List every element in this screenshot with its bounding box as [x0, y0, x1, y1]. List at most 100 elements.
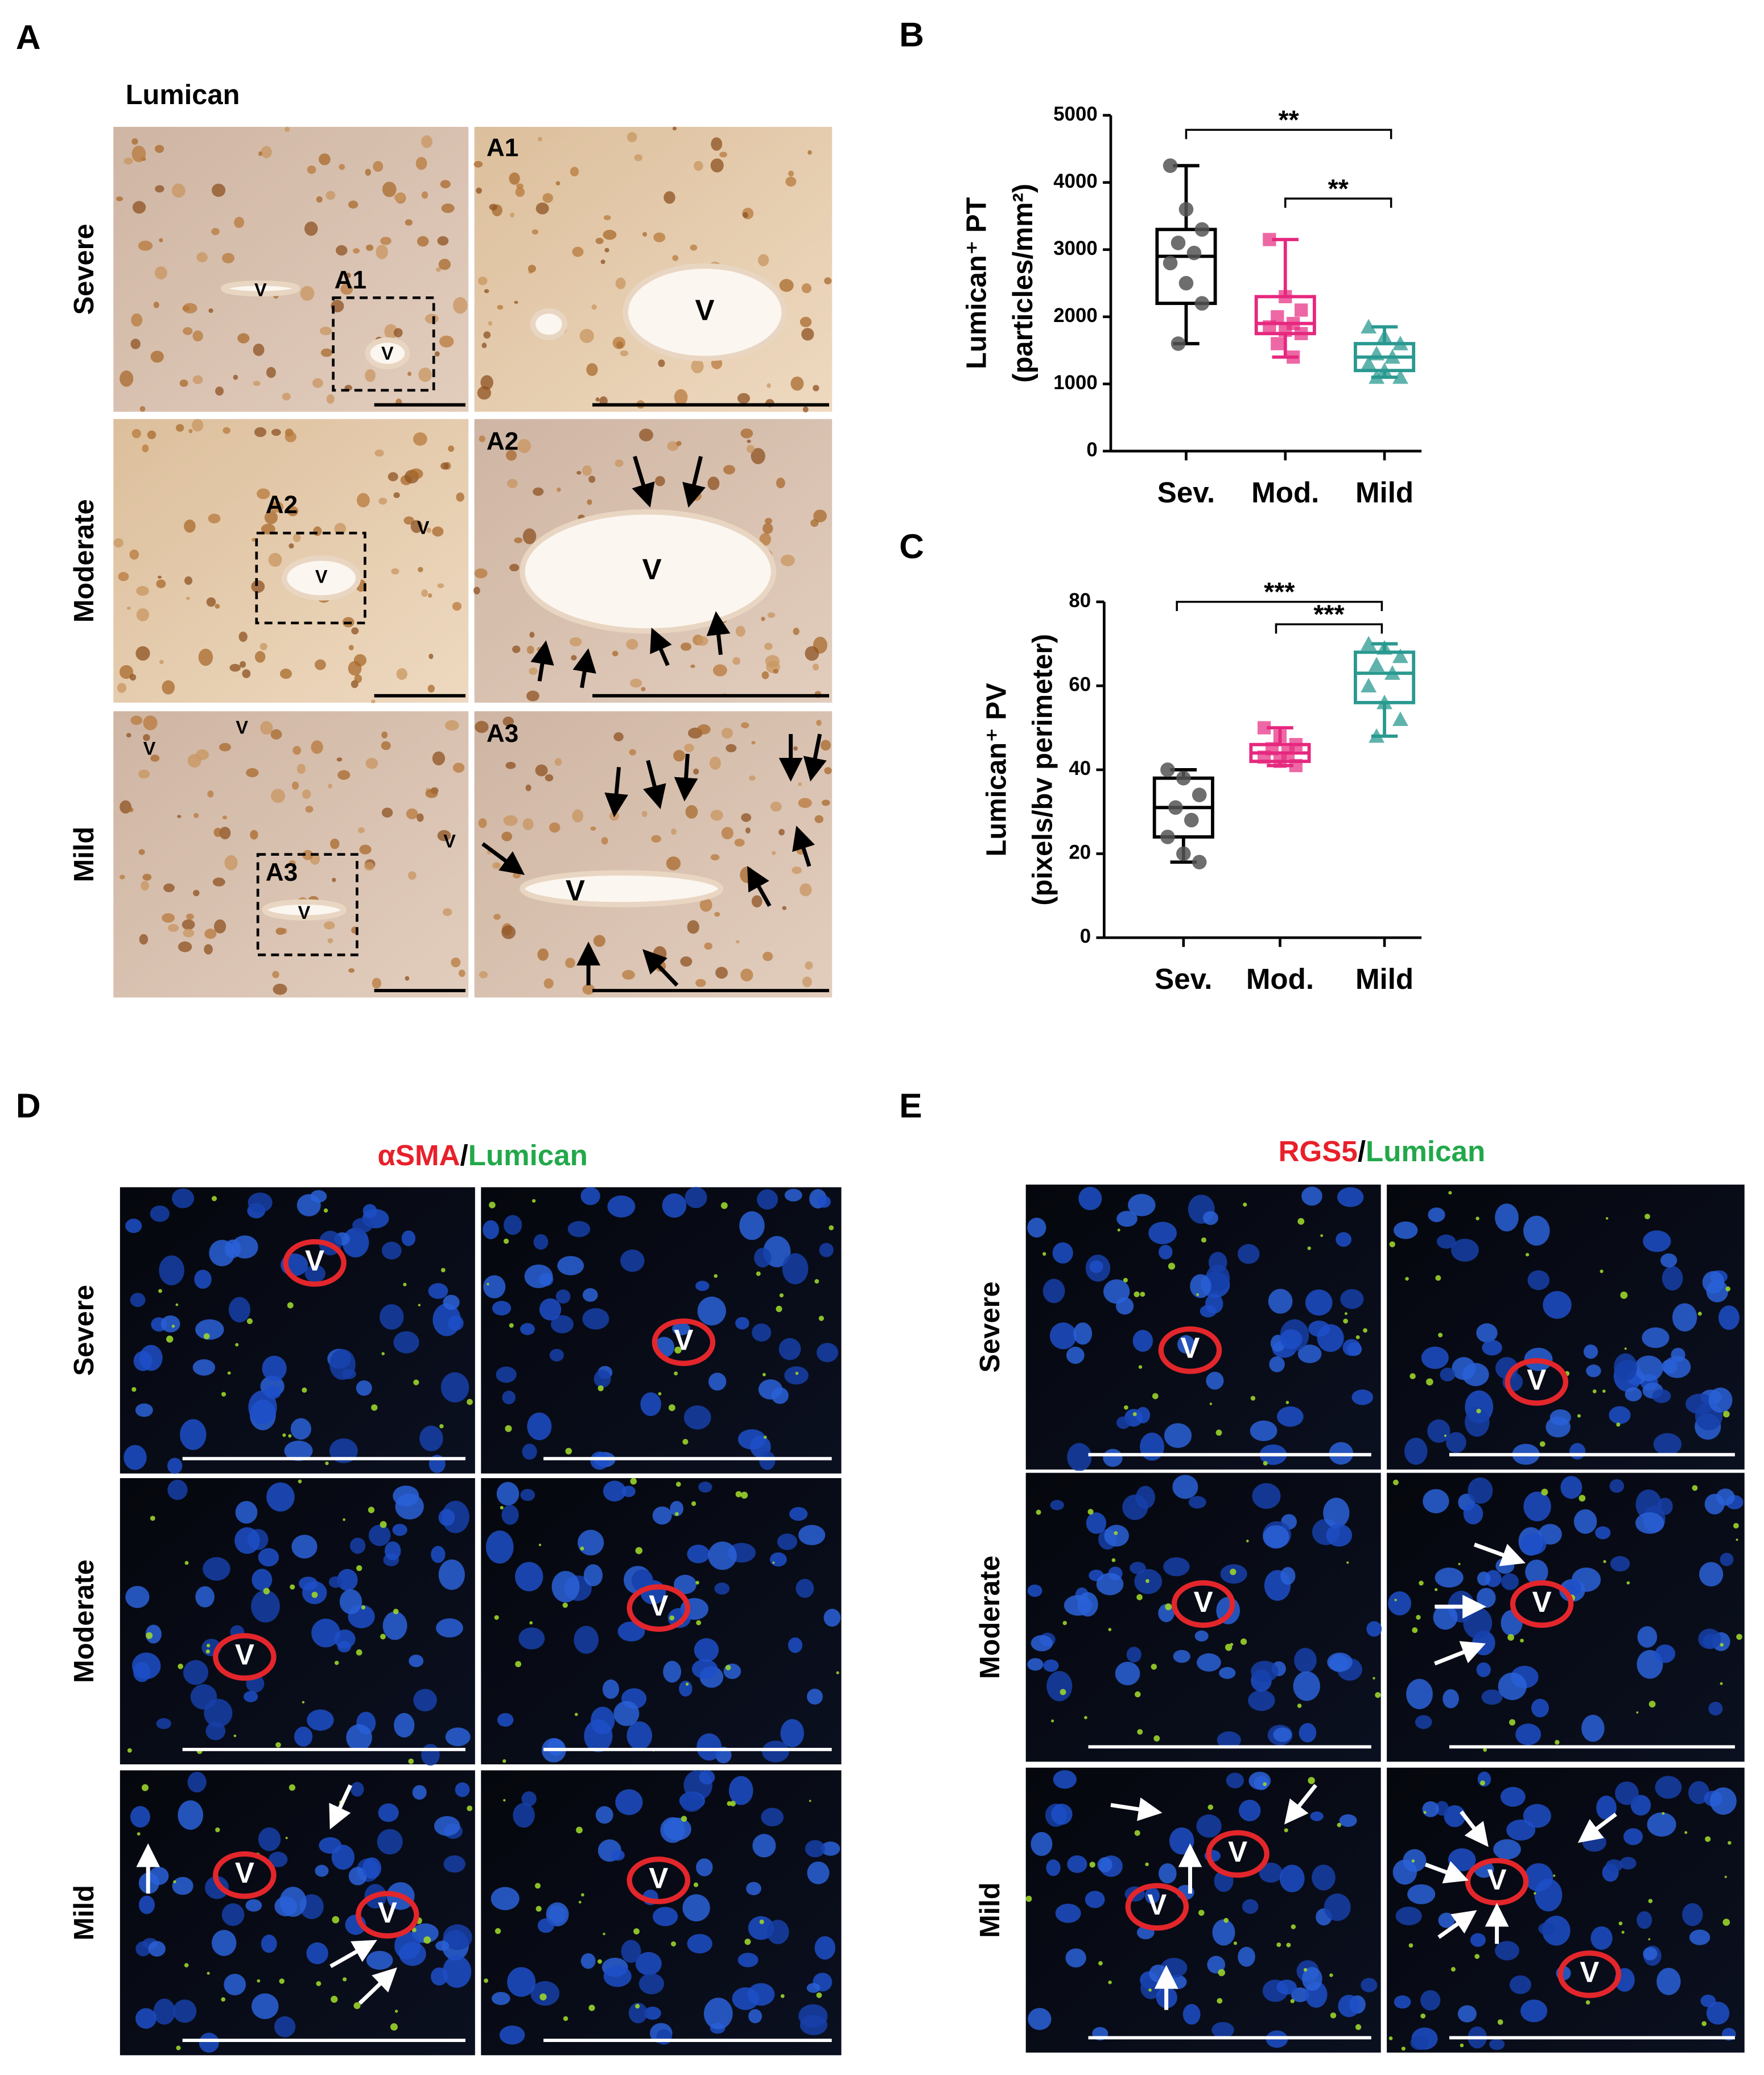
stain — [543, 978, 554, 989]
stain — [680, 956, 693, 967]
stain — [393, 492, 400, 498]
stain — [674, 1346, 682, 1354]
stain — [740, 428, 753, 439]
stain — [695, 1281, 710, 1292]
stain — [698, 1482, 712, 1493]
stain — [368, 1507, 375, 1513]
stain — [668, 1404, 675, 1412]
stain — [761, 671, 769, 679]
stain — [586, 363, 598, 376]
stain — [232, 1235, 258, 1259]
stain — [1291, 1987, 1309, 2002]
stain — [694, 1638, 719, 1662]
stain — [436, 1618, 463, 1637]
stain — [348, 200, 358, 209]
stain — [1250, 1396, 1256, 1401]
stain — [1027, 1658, 1044, 1671]
stain — [604, 247, 609, 253]
stain — [261, 146, 272, 159]
stain — [576, 471, 582, 475]
stain — [1067, 1443, 1092, 1471]
stain — [368, 1524, 391, 1546]
stain — [1523, 1215, 1550, 1246]
stain — [704, 942, 713, 950]
stain — [426, 527, 431, 533]
stain — [1605, 1217, 1609, 1220]
stain — [1134, 1830, 1140, 1836]
vessel — [221, 280, 300, 296]
stain — [358, 827, 365, 834]
stain — [708, 1372, 727, 1391]
stain — [699, 898, 712, 912]
stain — [378, 497, 388, 505]
stain — [325, 191, 336, 200]
stain — [660, 1817, 685, 1843]
stain — [747, 439, 751, 443]
stain — [184, 1963, 189, 1967]
stain — [453, 297, 468, 314]
stain — [652, 1907, 678, 1927]
stain — [265, 1385, 281, 1400]
stain — [1279, 1864, 1305, 1892]
stain — [438, 1559, 465, 1590]
stain — [512, 645, 521, 653]
stain — [603, 215, 611, 220]
stain — [485, 1531, 514, 1564]
point — [1361, 678, 1377, 692]
stain — [1138, 1365, 1143, 1369]
stain — [699, 1770, 715, 1785]
stain — [254, 651, 266, 663]
stain — [437, 583, 444, 588]
stain — [1614, 1353, 1638, 1381]
stain — [710, 854, 720, 861]
stain — [1581, 1714, 1605, 1742]
stain — [427, 684, 435, 693]
y-axis-label: Lumican⁺ PT — [962, 197, 992, 369]
stain — [1248, 1690, 1275, 1711]
stain — [539, 1993, 547, 2000]
arrow — [1434, 1641, 1486, 1666]
stain — [1104, 1525, 1129, 1547]
stain — [799, 316, 812, 328]
stain — [1132, 1412, 1137, 1416]
stain — [1052, 1242, 1073, 1264]
stain — [452, 762, 465, 773]
stain — [1450, 1967, 1456, 1972]
stain — [380, 1304, 404, 1330]
stain — [1648, 1899, 1653, 1904]
stain — [772, 851, 776, 855]
stain — [777, 1533, 798, 1550]
stain — [118, 572, 129, 581]
stain — [1416, 1615, 1421, 1620]
stain — [156, 579, 166, 588]
stain — [246, 1318, 253, 1325]
stain — [272, 971, 279, 979]
stain — [234, 217, 245, 228]
stain — [820, 740, 831, 751]
stain — [1476, 1323, 1498, 1343]
stain — [1655, 1644, 1676, 1663]
y-tick-label: 60 — [1069, 674, 1091, 696]
point — [1178, 275, 1194, 291]
stain — [759, 1919, 764, 1924]
stain — [720, 1202, 728, 1209]
stain — [549, 822, 560, 833]
stain — [1203, 1211, 1218, 1225]
point — [1376, 694, 1393, 709]
stain — [192, 1359, 216, 1376]
stain — [630, 678, 642, 688]
stain — [136, 608, 150, 622]
stain — [476, 187, 482, 194]
stain — [1145, 1887, 1160, 1904]
stain — [534, 1883, 541, 1889]
stain — [721, 728, 733, 739]
stain — [257, 1979, 261, 1983]
stain — [578, 1900, 582, 1904]
stain — [635, 1952, 662, 1975]
stain — [723, 465, 735, 475]
label: V — [143, 739, 156, 759]
stain — [407, 871, 417, 880]
stain — [1585, 2000, 1590, 2005]
stain — [1134, 1291, 1140, 1298]
stain — [569, 637, 582, 647]
